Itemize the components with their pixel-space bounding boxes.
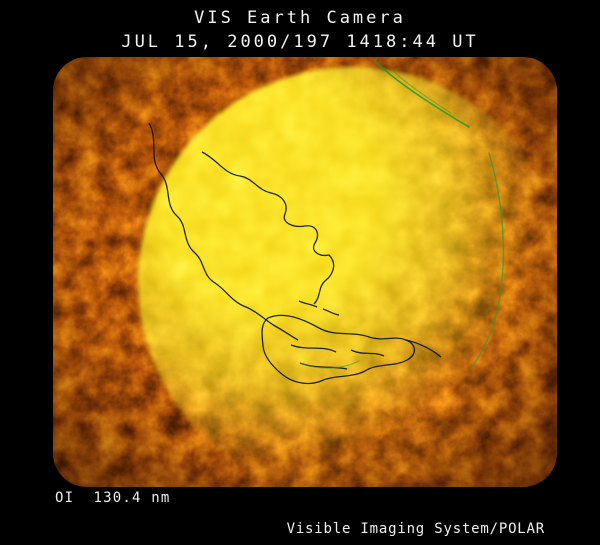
earth-uv-image (53, 57, 557, 487)
earth-image-frame (53, 57, 557, 487)
instrument-label: Visible Imaging System/POLAR (286, 521, 545, 537)
page-title: VIS Earth Camera (194, 8, 406, 28)
credit-block: Visible Imaging System/POLAR The Univers… (250, 489, 545, 545)
vignette-overlay (53, 57, 557, 487)
wavelength-label: OI 130.4 nm (55, 490, 171, 506)
timestamp-label: JUL 15, 2000/197 1418:44 UT (121, 32, 479, 52)
